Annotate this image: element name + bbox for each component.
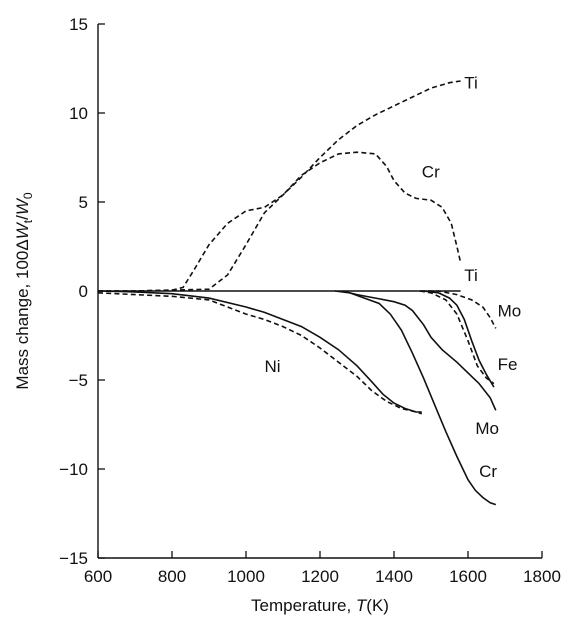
series-line-cr-dashed [98,151,462,292]
x-tick-label: 800 [158,567,186,586]
y-tick-label: −10 [59,460,88,479]
x-tick-label: 600 [84,567,112,586]
x-tick-label: 1600 [449,567,487,586]
series-label-ti: Ti [464,74,478,93]
series-label-mo: Mo [498,302,522,321]
x-tick-label: 1200 [301,567,339,586]
x-tick-label: 1800 [523,567,561,586]
series-label-mo: Mo [475,419,499,438]
series-line-ni-solid [97,290,422,413]
x-axis-label: Temperature, T(K) [251,596,389,615]
ticks: 600 800 1000 1200 1400 1600 1800 −15 −10 −5 0 5 10 15 [59,15,561,586]
series-label-ti: Ti [464,266,478,285]
plot-area: 600 800 1000 1200 1400 1600 1800 −15 −10 −5 0 5 10 15… [59,15,561,586]
series-label-fe: Fe [498,355,518,374]
y-axis-label: Mass change, 100ΔWt/W0 [13,192,35,389]
series-labels: Ti Cr Ti Mo Fe Mo Cr Ni [265,74,522,481]
x-tick-label: 1000 [227,567,265,586]
series-line-cr-solid [334,290,497,506]
x-tick-label: 1400 [375,567,413,586]
series-line-fe-dashed [419,290,495,385]
y-tick-label: 10 [69,104,88,123]
y-tick-label: −15 [59,549,88,568]
series-line-mo-solid [342,290,497,411]
curves [97,80,497,506]
y-tick-label: 5 [79,193,88,212]
y-tick-label: −5 [69,371,88,390]
series-line-fe-solid [423,290,495,388]
series-label-cr: Cr [479,462,497,481]
y-tick-label: 0 [79,282,88,301]
series-line-mo-dashed [419,290,497,329]
series-label-ni: Ni [265,357,281,376]
y-tick-label: 15 [69,15,88,34]
series-line-ti-dashed [98,80,461,292]
series-line-ni-dashed [97,292,423,415]
series-label-cr: Cr [422,163,440,182]
